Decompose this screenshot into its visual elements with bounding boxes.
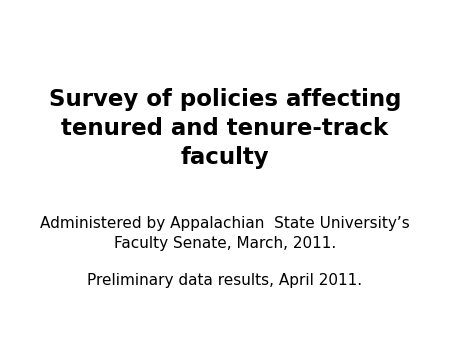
Text: Preliminary data results, April 2011.: Preliminary data results, April 2011. <box>87 273 363 288</box>
Text: Faculty Senate, March, 2011.: Faculty Senate, March, 2011. <box>114 236 336 251</box>
Text: Administered by Appalachian  State University’s: Administered by Appalachian State Univer… <box>40 216 410 231</box>
Text: Survey of policies affecting
tenured and tenure-track
faculty: Survey of policies affecting tenured and… <box>49 88 401 169</box>
